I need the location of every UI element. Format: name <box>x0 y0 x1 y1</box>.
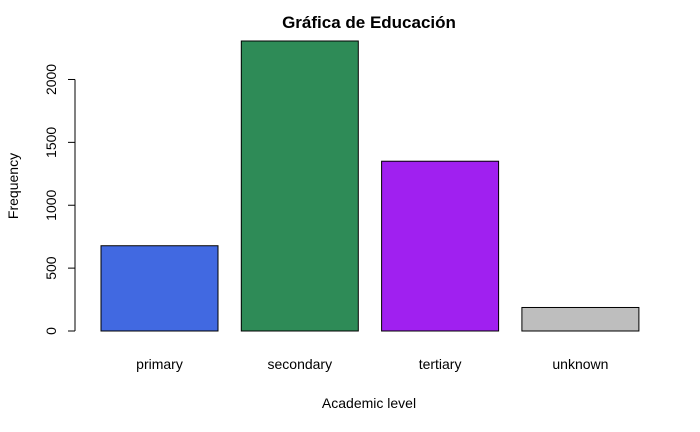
x-tick-label-primary: primary <box>136 356 183 372</box>
x-axis-label: Academic level <box>322 395 416 411</box>
y-tick-label: 0 <box>43 327 59 335</box>
y-tick-label: 2000 <box>43 64 59 95</box>
bar-tertiary <box>381 160 500 332</box>
bar-primary <box>100 245 219 332</box>
bars-group <box>100 40 640 332</box>
bar-secondary <box>240 40 359 332</box>
bar-unknown <box>521 306 640 332</box>
y-tick-label: 1500 <box>43 127 59 158</box>
y-axis-label: Frequency <box>5 153 21 219</box>
x-tick-labels: primary secondary tertiary unknown <box>136 356 608 372</box>
x-tick-label-secondary: secondary <box>268 356 333 372</box>
y-axis: 0 500 1000 1500 2000 <box>43 64 76 335</box>
x-tick-label-tertiary: tertiary <box>419 356 462 372</box>
chart-title: Gráfica de Educación <box>282 13 456 32</box>
y-tick-label: 500 <box>43 256 59 280</box>
x-tick-label-unknown: unknown <box>552 356 608 372</box>
y-tick-label: 1000 <box>43 189 59 220</box>
